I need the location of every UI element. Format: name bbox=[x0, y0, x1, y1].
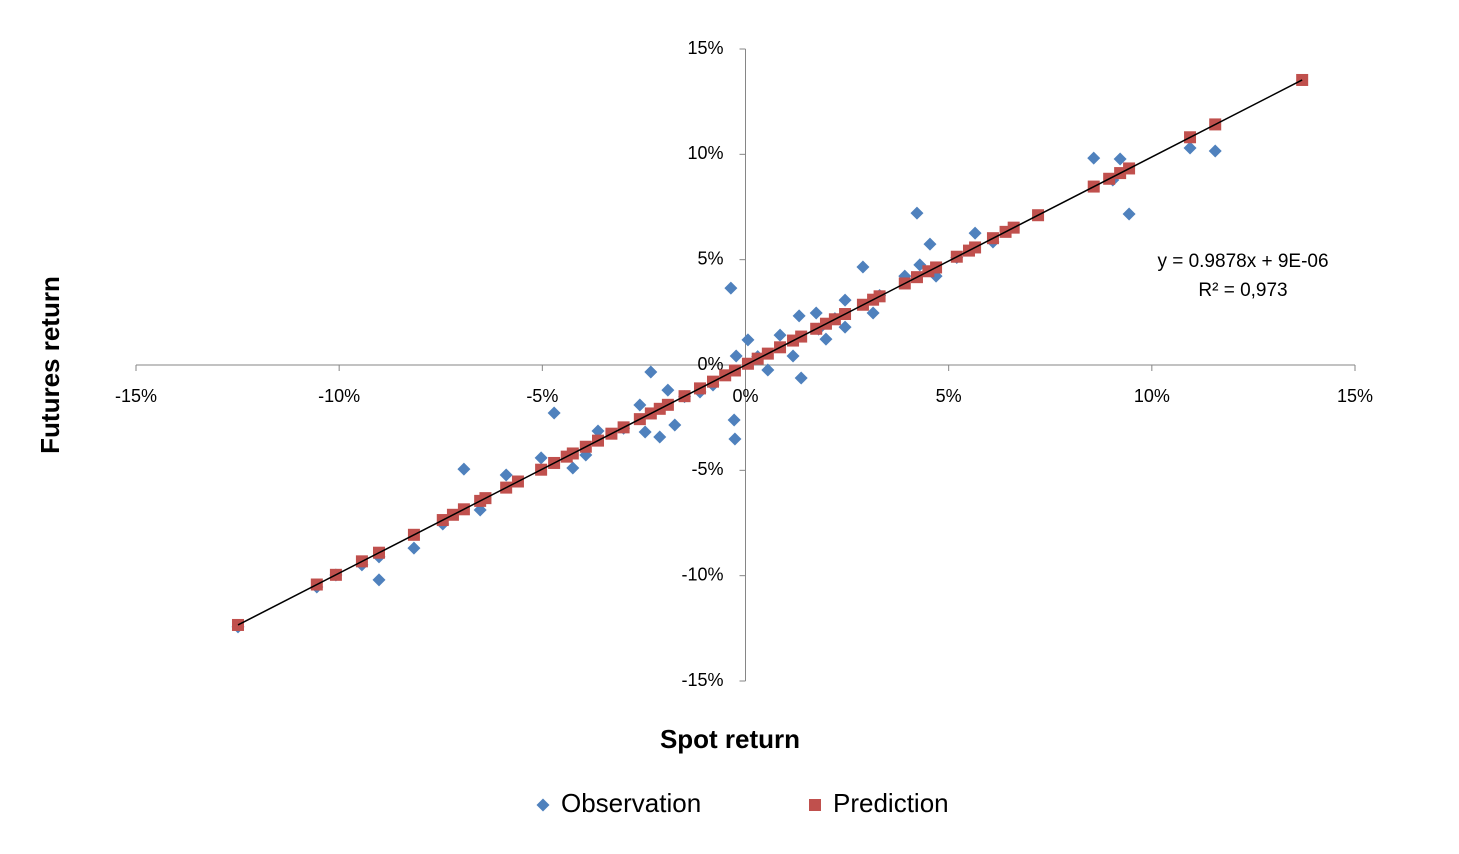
x-tick-label: -15% bbox=[115, 386, 157, 406]
point bbox=[761, 363, 775, 377]
point bbox=[838, 320, 852, 334]
y-tick-label: -5% bbox=[691, 459, 723, 479]
x-tick-label: -10% bbox=[318, 386, 360, 406]
point bbox=[856, 260, 870, 274]
x-axis-title: Spot return bbox=[660, 724, 800, 754]
trend-r-squared: R² = 0,973 bbox=[1198, 280, 1287, 301]
point bbox=[638, 425, 652, 439]
point bbox=[633, 398, 647, 412]
point bbox=[809, 306, 823, 320]
legend-label: Observation bbox=[561, 788, 701, 818]
point bbox=[499, 468, 513, 482]
point bbox=[819, 332, 833, 346]
point bbox=[668, 418, 682, 432]
point bbox=[661, 383, 675, 397]
point bbox=[372, 573, 386, 587]
y-tick-label: 10% bbox=[687, 143, 723, 163]
point bbox=[547, 406, 561, 420]
point bbox=[741, 333, 755, 347]
point bbox=[910, 206, 924, 220]
point bbox=[724, 281, 738, 295]
point bbox=[773, 328, 787, 342]
point bbox=[1113, 152, 1127, 166]
point bbox=[838, 293, 852, 307]
y-tick-label: 15% bbox=[687, 38, 723, 58]
x-tick-label: -5% bbox=[526, 386, 558, 406]
legend-label: Prediction bbox=[833, 788, 949, 818]
point bbox=[1208, 144, 1222, 158]
point bbox=[792, 309, 806, 323]
point bbox=[786, 349, 800, 363]
y-tick-label: -10% bbox=[681, 564, 723, 584]
point bbox=[591, 424, 605, 438]
point bbox=[457, 462, 471, 476]
point bbox=[534, 451, 548, 465]
x-tick-label: 10% bbox=[1134, 386, 1170, 406]
x-tick-label: 5% bbox=[936, 386, 962, 406]
x-tick-label: 0% bbox=[732, 386, 758, 406]
point bbox=[1122, 207, 1136, 221]
y-tick-label: 0% bbox=[697, 354, 723, 374]
point bbox=[729, 349, 743, 363]
trend-equation: y = 0.9878x + 9E-06 bbox=[1157, 251, 1328, 272]
y-tick-label: -15% bbox=[681, 670, 723, 690]
point bbox=[923, 237, 937, 251]
point bbox=[728, 432, 742, 446]
point bbox=[866, 306, 880, 320]
point bbox=[1087, 151, 1101, 165]
point bbox=[653, 430, 667, 444]
point bbox=[407, 541, 421, 555]
legend-marker bbox=[809, 799, 821, 811]
point bbox=[794, 371, 808, 385]
y-tick-label: 5% bbox=[697, 248, 723, 268]
point bbox=[644, 365, 658, 379]
point bbox=[1183, 141, 1197, 155]
trendline bbox=[237, 79, 1303, 626]
legend-marker bbox=[536, 798, 550, 812]
point bbox=[968, 226, 982, 240]
x-tick-label: 15% bbox=[1337, 386, 1373, 406]
point bbox=[566, 461, 580, 475]
y-axis-title: Futures return bbox=[35, 276, 65, 454]
point bbox=[727, 413, 741, 427]
